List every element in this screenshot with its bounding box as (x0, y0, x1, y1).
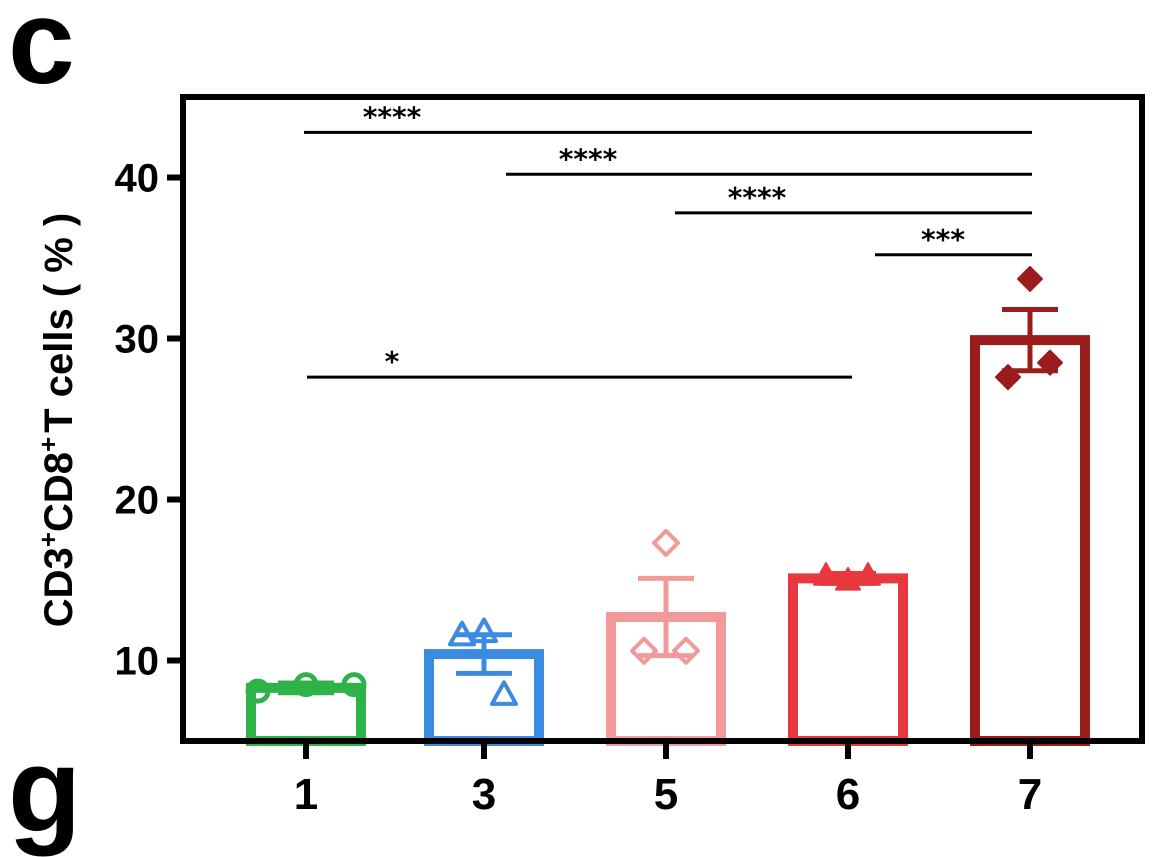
significance-label-3: **** (728, 181, 787, 214)
point-3-3 (490, 680, 518, 706)
y-tick-label-40: 40 (115, 157, 160, 201)
point-6-3 (855, 562, 881, 586)
significance-label-5: * (385, 345, 400, 378)
point-6-2 (813, 562, 839, 586)
x-tick-label-7: 7 (1018, 770, 1042, 819)
x-tick-label-5: 5 (654, 770, 678, 819)
point-5-1 (652, 528, 680, 557)
y-axis-title-suffix: T cells ( % ) (37, 213, 81, 433)
point-1-1 (245, 678, 271, 704)
y-axis-title: CD3+CD8+T cells ( % ) (33, 213, 81, 628)
point-7-2 (995, 364, 1021, 391)
point-1-3 (341, 672, 367, 698)
y-axis-title-middle: CD8 (37, 452, 81, 532)
point-5-3 (672, 636, 700, 665)
significance-label-1: **** (363, 100, 422, 133)
point-7-3 (1037, 349, 1063, 376)
y-tick-label-20: 20 (115, 479, 160, 523)
x-tick-label-1: 1 (294, 770, 318, 819)
point-1-2 (293, 672, 319, 698)
plot-frame (180, 94, 1145, 744)
point-6-1 (835, 567, 861, 591)
panel-label-c: c (8, 0, 75, 109)
bar-6 (788, 573, 908, 747)
x-tick-label-6: 6 (836, 770, 860, 819)
y-axis-title-sup2: + (33, 437, 63, 452)
y-tick-label-30: 30 (115, 318, 160, 362)
y-axis-title-sup1: + (33, 532, 63, 547)
y-axis-title-prefix: CD3 (37, 547, 81, 627)
significance-label-4: *** (921, 223, 965, 256)
point-7-1 (1017, 265, 1043, 292)
point-3-2 (448, 620, 476, 647)
significance-label-2: **** (559, 142, 618, 175)
x-tick-label-3: 3 (472, 770, 496, 819)
point-5-2 (630, 636, 658, 665)
point-3-1 (470, 617, 498, 644)
bar-7 (970, 335, 1090, 746)
y-tick-label-10: 10 (115, 640, 160, 684)
